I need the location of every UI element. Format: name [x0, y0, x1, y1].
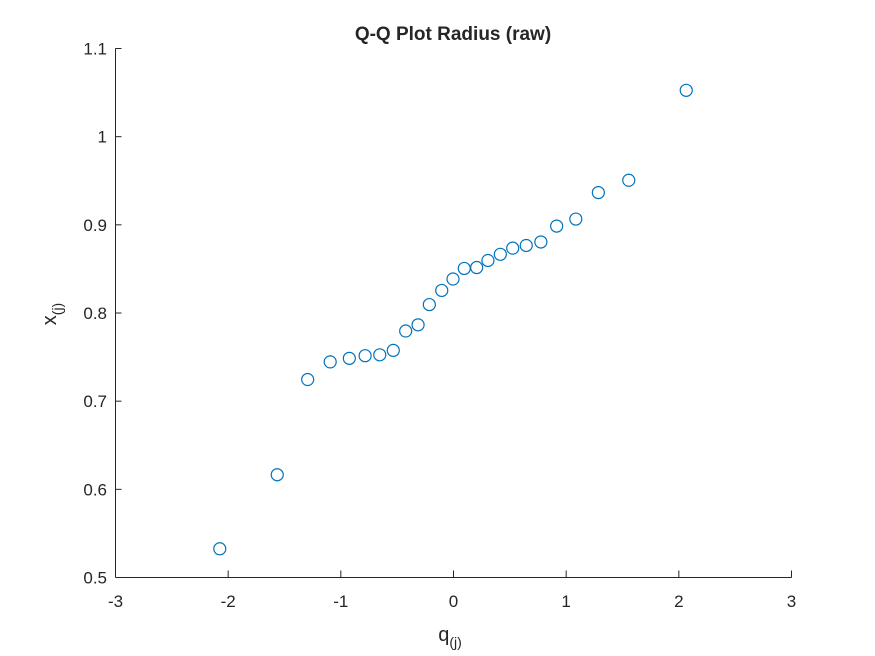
x-tick-label: -3 — [108, 592, 123, 611]
y-tick-label: 0.5 — [83, 569, 107, 588]
x-axis-label-base: q — [438, 624, 449, 646]
data-point — [386, 343, 400, 358]
data-point — [506, 241, 520, 255]
y-tick-label: 0.7 — [83, 392, 107, 411]
y-axis-label: x(j) — [39, 303, 65, 325]
x-tick-label: -2 — [221, 592, 236, 611]
data-point — [493, 247, 507, 261]
x-axis-ticks: -3 -2 -1 0 1 2 3 — [108, 570, 796, 611]
data-point — [534, 235, 548, 249]
data-point — [622, 173, 636, 187]
data-point — [435, 283, 449, 298]
y-axis-label-subscript: (j) — [49, 303, 65, 315]
data-point — [550, 219, 564, 233]
data-point — [301, 372, 315, 387]
data-point — [470, 260, 484, 275]
x-tick-label: 3 — [787, 592, 796, 611]
data-point — [591, 185, 605, 200]
x-tick-label: 1 — [561, 592, 570, 611]
data-point — [679, 83, 693, 97]
y-tick-label: 0.6 — [83, 480, 107, 499]
data-point — [411, 318, 425, 332]
data-point — [481, 253, 495, 268]
chart-title: Q-Q Plot Radius (raw) — [355, 24, 551, 45]
data-point — [342, 351, 356, 365]
data-point — [569, 212, 583, 226]
x-tick-label: -1 — [333, 592, 348, 611]
data-point — [270, 468, 284, 482]
data-point — [422, 297, 436, 312]
y-axis-ticks: 0.5 0.6 0.7 0.8 0.9 1 1.1 — [83, 40, 122, 588]
data-point — [519, 238, 533, 253]
y-tick-label: 0.8 — [83, 304, 107, 323]
data-point — [373, 348, 387, 362]
y-tick-label: 0.9 — [83, 216, 107, 235]
x-tick-label: 0 — [449, 592, 458, 611]
x-axis-label-subscript: (j) — [449, 634, 461, 650]
data-point — [358, 349, 372, 363]
y-axis-label-base: x — [39, 315, 61, 325]
data-point — [399, 324, 413, 338]
data-point — [213, 542, 227, 556]
y-tick-label: 1.1 — [83, 40, 107, 59]
data-point — [457, 261, 471, 276]
data-point — [323, 355, 337, 369]
data-point — [446, 272, 460, 286]
y-tick-label: 1 — [98, 128, 107, 147]
x-axis-label: q(j) — [438, 624, 462, 650]
x-tick-label: 2 — [674, 592, 683, 611]
data-points — [213, 83, 693, 556]
